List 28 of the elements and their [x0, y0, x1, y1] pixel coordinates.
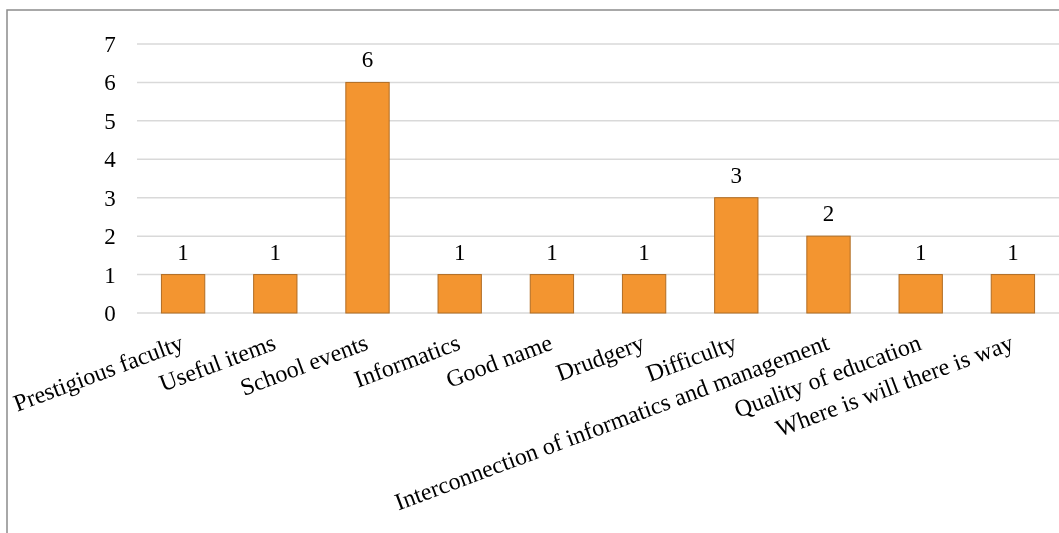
- bar: [898, 274, 943, 314]
- bar: [806, 235, 851, 314]
- y-tick-label: 2: [104, 224, 116, 250]
- bar: [990, 274, 1036, 314]
- data-label: 2: [822, 201, 835, 227]
- bar: [253, 274, 298, 314]
- bar: [160, 274, 206, 314]
- data-label: 1: [1007, 239, 1019, 265]
- y-tick-label: 4: [104, 147, 117, 173]
- y-tick-label: 3: [104, 185, 116, 211]
- data-label: 1: [638, 239, 650, 265]
- bar: [345, 81, 390, 314]
- data-label: 3: [730, 162, 743, 188]
- y-tick-label: 5: [104, 108, 116, 134]
- data-label: 1: [453, 239, 466, 265]
- bar: [714, 197, 759, 314]
- data-label: 1: [269, 239, 282, 265]
- data-label: 1: [914, 239, 927, 265]
- bar: [437, 274, 482, 314]
- bar: [529, 274, 575, 314]
- data-label: 1: [177, 239, 189, 265]
- y-tick-label: 1: [104, 262, 116, 288]
- bar: [621, 274, 667, 314]
- y-tick-label: 0: [104, 301, 116, 327]
- y-tick-label: 6: [104, 70, 116, 96]
- y-tick-label: 7: [104, 32, 116, 58]
- data-label: 6: [361, 47, 374, 73]
- data-label: 1: [546, 239, 558, 265]
